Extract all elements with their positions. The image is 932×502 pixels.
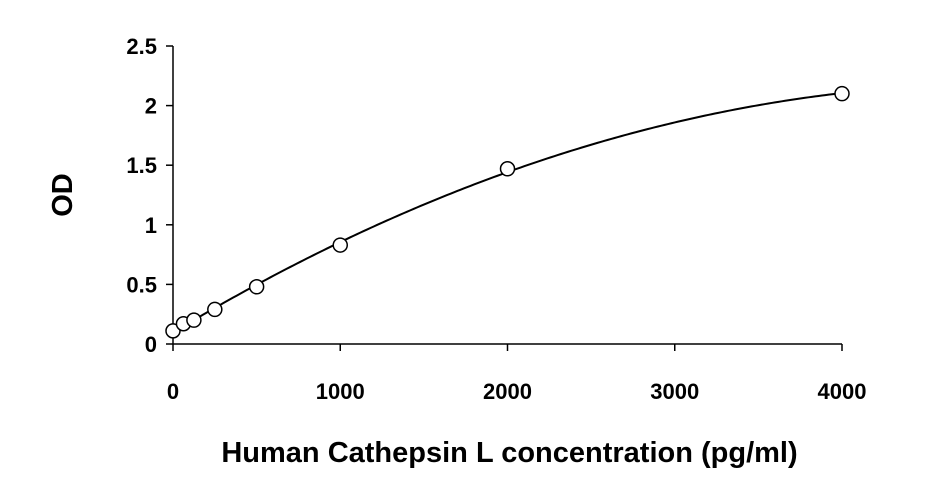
- axes: [172, 46, 842, 345]
- x-tick-label: 3000: [650, 379, 699, 404]
- y-tick-label: 2: [145, 94, 157, 119]
- y-tick-label: 0.5: [126, 272, 157, 297]
- y-tick-label: 1: [145, 213, 157, 238]
- y-axis-ticks: 0 0.5 1 1.5 2 2.5: [126, 34, 173, 357]
- data-point: [332, 237, 348, 253]
- y-tick-label: 1.5: [126, 153, 157, 178]
- x-tick-label: 0: [167, 379, 179, 404]
- data-point: [834, 85, 850, 102]
- data-point: [499, 161, 516, 177]
- y-tick-label: 2.5: [126, 34, 157, 59]
- y-tick-label: 0: [145, 332, 157, 357]
- x-tick-label: 4000: [818, 379, 867, 404]
- y-axis-title: OD: [47, 173, 79, 217]
- data-point: [207, 301, 223, 318]
- data-point: [165, 323, 181, 339]
- data-point: [186, 312, 202, 328]
- x-axis-title: Human Cathepsin L concentration (pg/ml): [221, 437, 797, 469]
- data-points: [165, 85, 850, 339]
- x-axis-ticks: 0 1000 2000 3000 4000: [167, 344, 867, 404]
- data-point: [248, 279, 265, 295]
- x-tick-label: 1000: [316, 379, 365, 404]
- fit-curve: [172, 92, 843, 334]
- x-tick-label: 2000: [483, 379, 532, 404]
